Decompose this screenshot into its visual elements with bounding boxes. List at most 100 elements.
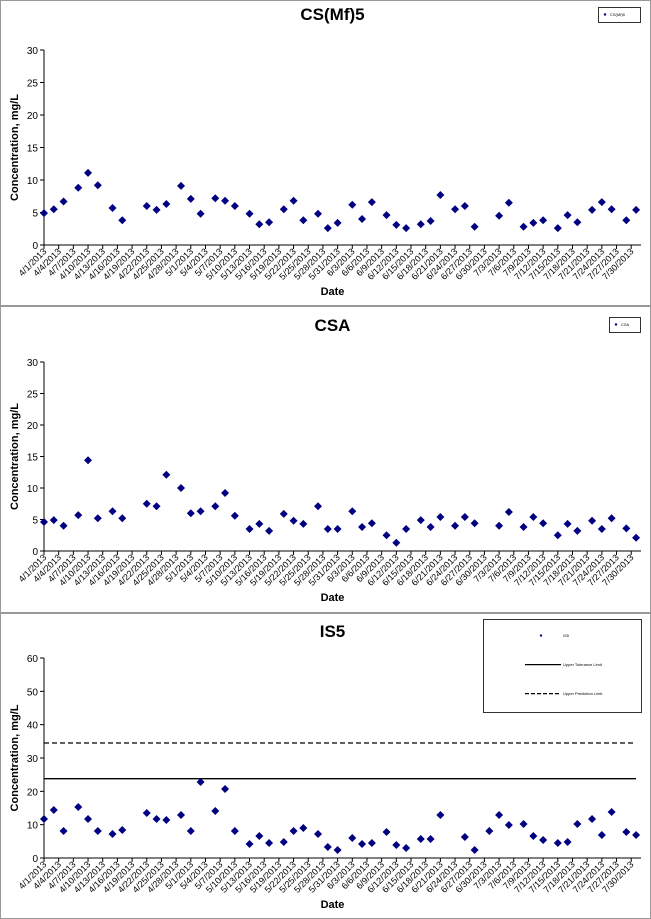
y-tick-label: 40: [27, 721, 39, 732]
data-point: [162, 470, 171, 479]
data-point: [196, 507, 205, 516]
data-point: [40, 518, 48, 527]
y-axis-label: Concentration, mg/L: [9, 94, 21, 201]
data-point: [539, 836, 548, 844]
data-point: [142, 809, 151, 817]
data-point: [470, 846, 479, 854]
data-point: [607, 514, 616, 523]
data-point: [632, 205, 641, 214]
y-tick-label: 50: [27, 687, 39, 698]
data-point: [314, 502, 323, 511]
data-point: [142, 202, 151, 210]
data-point: [529, 512, 538, 521]
data-point: [573, 820, 582, 828]
data-point: [211, 502, 220, 511]
data-point: [49, 205, 58, 214]
data-point: [460, 202, 469, 210]
data-point: [59, 521, 68, 530]
data-point: [162, 200, 171, 209]
data-point: [230, 827, 239, 835]
y-axis-label: Concentration, mg/L: [9, 704, 21, 811]
data-point: [519, 222, 528, 231]
data-point: [358, 215, 367, 223]
data-point: [563, 211, 572, 220]
data-point: [84, 815, 93, 823]
y-tick-label: 30: [27, 358, 39, 369]
data-point: [519, 820, 528, 828]
y-tick-label: 25: [27, 390, 39, 401]
data-point: [504, 198, 513, 207]
data-point: [74, 803, 83, 811]
data-point: [177, 181, 186, 190]
y-tick-label: 10: [27, 484, 39, 495]
data-point: [348, 507, 357, 516]
data-point: [402, 844, 411, 852]
data-point: [333, 218, 342, 227]
data-point: [392, 220, 401, 229]
data-point: [470, 519, 479, 528]
data-point: [632, 831, 641, 839]
y-tick-label: 25: [27, 79, 39, 90]
data-point: [348, 834, 357, 842]
data-point: [152, 815, 161, 823]
data-point: [553, 531, 562, 540]
data-point: [299, 519, 308, 528]
data-point: [289, 827, 298, 835]
data-point: [265, 218, 274, 227]
data-point: [392, 538, 401, 547]
data-point: [588, 205, 597, 214]
data-point: [177, 484, 186, 492]
data-point: [382, 828, 391, 836]
data-point: [348, 200, 357, 209]
data-point: [196, 778, 205, 786]
data-point: [59, 827, 68, 835]
data-point: [597, 831, 606, 839]
data-point: [279, 205, 288, 214]
data-point: [539, 519, 548, 528]
data-point: [299, 824, 308, 832]
legend-label: Upper Prediction Limit: [563, 691, 603, 696]
chart-title: CS(Mf)5: [300, 5, 364, 24]
data-point: [597, 198, 606, 207]
data-point: [314, 830, 323, 838]
data-point: [519, 523, 528, 532]
data-point: [426, 523, 435, 532]
data-point: [333, 846, 342, 854]
data-point: [265, 526, 274, 535]
y-tick-label: 30: [27, 754, 39, 765]
data-point: [588, 516, 597, 525]
data-point: [289, 516, 298, 525]
y-tick-label: 20: [27, 787, 39, 798]
data-point: [436, 512, 445, 521]
data-point: [152, 205, 161, 214]
y-tick-label: 10: [27, 176, 39, 187]
data-point: [40, 209, 48, 218]
data-point: [553, 224, 562, 233]
data-point: [573, 526, 582, 535]
data-point: [563, 838, 572, 846]
data-point: [118, 514, 127, 523]
data-point: [563, 519, 572, 528]
data-point: [255, 220, 264, 229]
data-point: [622, 828, 631, 836]
y-tick-label: 20: [27, 111, 39, 122]
data-point: [93, 827, 102, 835]
data-point: [392, 841, 401, 849]
panel: [0, 306, 651, 613]
data-point: [323, 843, 332, 851]
x-axis-label: Date: [321, 592, 345, 604]
data-point: [539, 216, 548, 225]
data-point: [495, 211, 504, 220]
legend-marker: [603, 13, 607, 16]
data-point: [333, 524, 342, 533]
data-point: [84, 168, 93, 177]
data-point: [93, 514, 102, 523]
data-point: [84, 456, 93, 465]
y-tick-label: 0: [32, 547, 38, 558]
data-point: [416, 516, 425, 525]
y-axis-label: Concentration, mg/L: [9, 403, 21, 510]
data-point: [451, 521, 460, 530]
data-point: [221, 196, 230, 205]
data-point: [118, 216, 127, 225]
